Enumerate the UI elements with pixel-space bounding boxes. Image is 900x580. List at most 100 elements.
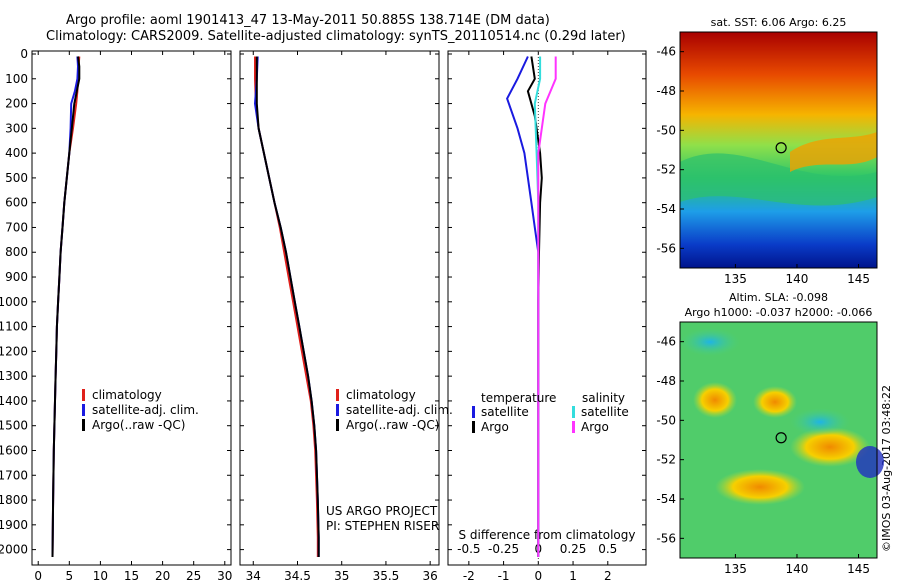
y-tick-label: 500 <box>5 171 28 185</box>
y-tick-label: 1400 <box>0 394 28 408</box>
map-title: Altim. SLA: -0.098 <box>729 291 828 304</box>
y-tick-label: 800 <box>5 245 28 259</box>
map-frame <box>679 321 878 559</box>
argo-location-marker <box>775 432 787 444</box>
legend-label: satellite-adj. clim. <box>92 403 199 417</box>
y-tick-label: 300 <box>5 121 28 135</box>
map-y-tick-label: -52 <box>656 163 676 177</box>
sst-warm-tongue <box>790 132 877 172</box>
x-tick-label: 20 <box>155 569 170 580</box>
x-tick-label: 35 <box>334 569 349 580</box>
x-tick-label: 1 <box>569 569 577 580</box>
sla-anomaly-low <box>790 408 850 436</box>
y-tick-label: 0 <box>20 47 28 61</box>
y-tick-label: 1300 <box>0 369 28 383</box>
x-tick-label: 35.5 <box>373 569 400 580</box>
legend-label: climatology <box>92 388 162 402</box>
y-tick-label: 900 <box>5 270 28 284</box>
map-y-tick-label: -54 <box>656 492 676 506</box>
project-note-line2: PI: STEPHEN RISER <box>326 519 439 533</box>
x-tick-label: 34 <box>246 569 261 580</box>
map-y-tick-label: -56 <box>656 241 676 255</box>
x-tick-label: 10 <box>93 569 108 580</box>
map-y-tick-label: -46 <box>656 335 676 349</box>
top-tick-label: -0.5 <box>457 542 480 556</box>
panel-temperature: 0100200300400500600700800900100011001200… <box>0 47 232 580</box>
sla-anomaly-high <box>790 427 870 467</box>
legend-label: Argo <box>481 420 509 434</box>
top-tick-label: -0.25 <box>488 542 519 556</box>
y-tick-label: 400 <box>5 146 28 160</box>
legend-swatch <box>82 404 85 416</box>
legend-label: Argo(..raw -QC) <box>92 418 185 432</box>
map-x-tick-label: 140 <box>786 562 809 576</box>
sla-anomaly-low <box>856 446 884 478</box>
x-tick-label: 5 <box>65 569 73 580</box>
y-tick-label: 1700 <box>0 468 28 482</box>
x-tick-label: 34.5 <box>284 569 311 580</box>
y-tick-label: 2000 <box>0 543 28 557</box>
project-note-line1: US ARGO PROJECT <box>326 504 438 518</box>
y-tick-label: 600 <box>5 196 28 210</box>
legend-label: satellite <box>581 405 629 419</box>
y-tick-label: 200 <box>5 97 28 111</box>
legend-label: satellite-adj. clim. <box>346 403 453 417</box>
map-y-tick-label: -46 <box>656 45 676 59</box>
legend-label: climatology <box>346 388 416 402</box>
map-frame <box>679 31 878 269</box>
sla-anomaly-high <box>715 469 805 505</box>
y-tick-label: 1000 <box>0 295 28 309</box>
x-tick-label: 15 <box>124 569 139 580</box>
legend-label: Argo(..raw -QC) <box>346 418 439 432</box>
map-y-tick-label: -52 <box>656 453 676 467</box>
legend-header: salinity <box>582 391 625 405</box>
legend-label: satellite <box>481 405 529 419</box>
temperature-frame <box>31 50 232 566</box>
top-tick-label: 0.25 <box>560 542 587 556</box>
map-y-tick-label: -48 <box>656 84 676 98</box>
legend-swatch <box>572 421 575 433</box>
legend-swatch <box>336 404 339 416</box>
map-x-tick-label: 135 <box>724 272 747 286</box>
map-y-tick-label: -50 <box>656 413 676 427</box>
x-tick-label: 2 <box>604 569 612 580</box>
x-tick-label: 0 <box>534 569 542 580</box>
panel-difference: -2-1012T difference from climatology-0.5… <box>447 50 647 580</box>
map-title: sat. SST: 6.06 Argo: 6.25 <box>711 16 847 29</box>
sst-front <box>680 153 877 206</box>
map-x-tick-label: 135 <box>724 562 747 576</box>
x-tick-label: -2 <box>463 569 475 580</box>
salinity-frame <box>239 50 440 566</box>
map-sla-map: -46 -48 -50 -52 -54 -56 135 140 145 Altim. SLA: -… <box>656 291 884 576</box>
legend-label: Argo <box>581 420 609 434</box>
map-y-tick-label: -48 <box>656 374 676 388</box>
map-x-tick-label: 140 <box>786 272 809 286</box>
figure-title-line2: Climatology: CARS2009. Satellite-adjuste… <box>46 29 626 44</box>
series-line-2 <box>255 56 320 557</box>
x-tick-label: 30 <box>217 569 232 580</box>
legend-swatch <box>336 389 339 401</box>
map-subtitle: Argo h1000: -0.037 h2000: -0.066 <box>685 306 873 319</box>
top-axis-label: S difference from climatology <box>459 528 636 542</box>
map-y-tick-label: -56 <box>656 531 676 545</box>
legend-header: temperature <box>481 391 556 405</box>
y-tick-label: 1100 <box>0 320 28 334</box>
x-tick-label: 25 <box>186 569 201 580</box>
difference-frame <box>447 50 647 566</box>
sla-anomaly-low <box>680 328 740 356</box>
map-y-tick-label: -50 <box>656 123 676 137</box>
x-tick-label: -1 <box>498 569 510 580</box>
series-line-3 <box>537 56 557 557</box>
map-x-tick-label: 145 <box>847 562 870 576</box>
legend-swatch <box>336 419 339 431</box>
argo-location-marker <box>775 142 787 154</box>
y-tick-label: 700 <box>5 220 28 234</box>
legend-swatch <box>472 406 475 418</box>
map-sst-map: -46 -48 -50 -52 -54 -56 135 140 145 sat. SST: 6.0… <box>656 16 878 286</box>
legend-difference: temperature salinitysatelliteArgosatellit… <box>472 391 629 434</box>
x-tick-label: 0 <box>34 569 42 580</box>
